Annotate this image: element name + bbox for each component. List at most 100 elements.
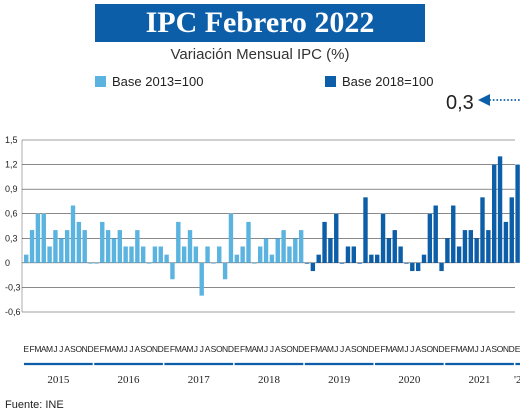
bar-base-2018 [322, 221, 327, 263]
x-month-label: D [87, 344, 93, 354]
x-month-label: M [385, 344, 392, 354]
x-month-label: N [222, 344, 228, 354]
x-month-label: E [23, 344, 29, 354]
bar-base-2018 [451, 205, 456, 263]
x-month-label: M [456, 344, 463, 354]
x-month-label: A [345, 344, 351, 354]
bar-base-2013 [105, 230, 111, 263]
x-month-label: E [445, 344, 451, 354]
legend-swatch-base-2013 [95, 76, 106, 87]
bar-base-2018 [468, 230, 473, 263]
legend-label-base-2013: Base 2013=100 [112, 74, 204, 89]
bar-base-2018 [515, 164, 520, 263]
bar-base-2013 [205, 246, 210, 263]
x-month-label: A [486, 344, 492, 354]
x-month-label: O [356, 344, 363, 354]
bar-base-2013 [258, 246, 263, 263]
x-month-label: M [327, 344, 334, 354]
bar-base-2018 [398, 246, 403, 263]
x-month-label: O [216, 344, 223, 354]
bar-base-2013 [88, 262, 93, 264]
bar-base-2013 [187, 230, 193, 263]
x-year-label: 2015 [47, 374, 70, 386]
x-month-label: J [53, 344, 57, 354]
callout-arrowhead [478, 94, 490, 106]
y-tick-label: 0,3 [5, 233, 18, 243]
bar-base-2018 [509, 197, 514, 263]
bar-base-2013 [129, 246, 134, 263]
bar-base-2013 [240, 246, 245, 263]
x-month-label: J [480, 344, 484, 354]
x-month-label: J [124, 344, 128, 354]
bar-base-2013 [146, 262, 152, 264]
x-month-label: E [164, 344, 170, 354]
x-year-label: 2019 [328, 374, 351, 386]
bar-base-2013 [76, 221, 82, 263]
bar-base-2018 [427, 213, 433, 263]
x-month-label: N [503, 344, 509, 354]
bar-base-2013 [59, 238, 64, 263]
x-month-label: A [135, 344, 141, 354]
bar-base-2013 [234, 254, 239, 263]
x-month-label: A [64, 344, 70, 354]
bar-base-2013 [293, 238, 298, 263]
x-month-label: M [116, 344, 123, 354]
bar-base-2013 [123, 246, 128, 263]
x-month-label: E [374, 344, 380, 354]
x-month-label: S [140, 344, 146, 354]
bar-base-2018 [445, 238, 450, 263]
bar-base-2013 [199, 262, 204, 296]
x-month-label: M [315, 344, 322, 354]
bar-base-2013 [193, 246, 199, 263]
bar-base-2018 [380, 213, 386, 263]
bar-base-2013 [228, 213, 234, 263]
x-month-label: M [46, 344, 53, 354]
x-month-label: A [392, 344, 398, 354]
bar-base-2013 [100, 221, 105, 263]
x-month-label: O [76, 344, 83, 354]
bar-base-2013 [176, 221, 181, 263]
x-month-label: F [240, 344, 245, 354]
bar-base-2013 [222, 262, 228, 280]
bar-base-2018 [392, 230, 397, 263]
bar-base-2013 [170, 262, 175, 280]
x-month-label: A [275, 344, 281, 354]
bar-base-2013 [82, 230, 87, 263]
y-tick-label: 1,2 [5, 160, 18, 170]
x-year-label: 2021 [469, 374, 491, 386]
x-month-label: S [211, 344, 217, 354]
source-note: Fuente: INE [5, 399, 64, 411]
bar-base-2018 [310, 262, 316, 272]
x-month-label: M [34, 344, 41, 354]
x-month-label: F [310, 344, 315, 354]
x-month-label: S [351, 344, 357, 354]
bar-base-2013 [117, 230, 122, 263]
bar-base-2013 [41, 213, 46, 263]
x-year-label: '22 [514, 374, 520, 386]
x-month-label: F [451, 344, 456, 354]
x-month-label: M [105, 344, 112, 354]
bar-base-2013 [24, 254, 29, 263]
x-month-label: A [181, 344, 187, 354]
x-month-label: D [158, 344, 164, 354]
latest-value-callout: 0,3 [446, 92, 474, 114]
x-year-label: 2018 [258, 374, 281, 386]
bar-base-2013 [111, 238, 117, 263]
bar-base-2018 [304, 262, 310, 264]
x-month-label: N [82, 344, 88, 354]
x-month-label: J [270, 344, 274, 354]
x-month-label: E [234, 344, 240, 354]
bar-base-2018 [486, 230, 491, 263]
x-year-label: 2017 [188, 374, 211, 386]
bar-base-2013 [217, 246, 222, 263]
bar-base-2013 [158, 246, 163, 263]
bar-base-2018 [334, 213, 339, 263]
chart-title: IPC Febrero 2022 [95, 4, 425, 42]
bar-base-2013 [152, 246, 158, 263]
x-year-label: 2016 [118, 374, 141, 386]
x-month-label: A [322, 344, 328, 354]
x-month-label: J [59, 344, 63, 354]
bar-base-2013 [70, 205, 76, 263]
bar-base-2018 [462, 230, 468, 263]
bar-base-2018 [456, 246, 462, 263]
